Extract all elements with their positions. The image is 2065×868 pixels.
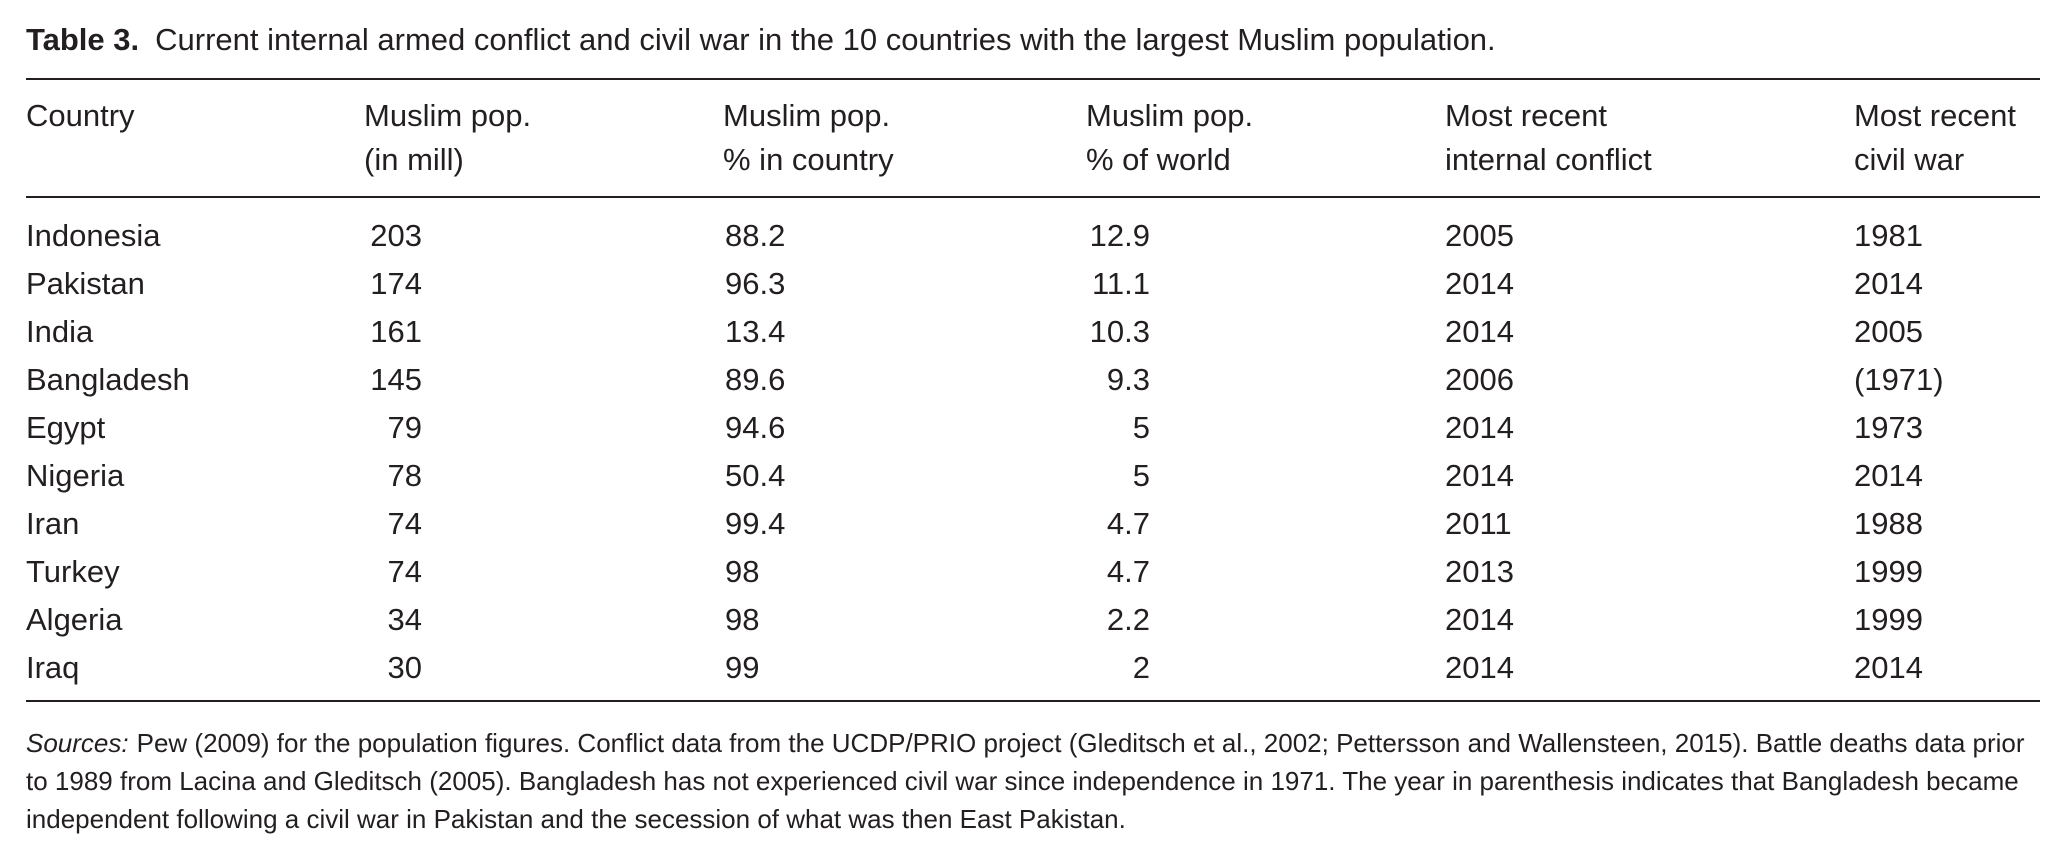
cell-pct-country: 13.4 [725,314,786,349]
cell-pct-country: 98 [725,602,760,637]
cell-civil-war: 1999 [1854,602,1923,637]
cell-internal-conflict: 2014 [1445,602,1514,637]
cell-pct-world: 2 [1132,650,1150,685]
cell-country: Nigeria [26,458,125,493]
table-row: Algeria 34 98 2.2 2014 1999 [0,596,2065,644]
cell-pct-world: 5 [1132,458,1150,493]
header-muslim-pop-mill: Muslim pop. (in mill) [364,94,531,182]
table-row: Indonesia 203 88.2 12.9 2005 1981 [0,212,2065,260]
cell-pop-mill: 174 [370,266,422,301]
cell-civil-war: 1999 [1854,554,1923,589]
cell-country: Turkey [26,554,120,589]
cell-pct-world: 11.1 [1091,266,1150,301]
table-row: Turkey 74 98 4.7 2013 1999 [0,548,2065,596]
cell-pct-world: 10.3 [1089,314,1150,349]
cell-civil-war: 1988 [1854,506,1923,541]
cell-civil-war: 2014 [1854,458,1923,493]
cell-pct-world: 4.7 [1106,554,1150,589]
cell-civil-war: 2005 [1854,314,1923,349]
table-row: Bangladesh 145 89.6 9.3 2006 (1971) [0,356,2065,404]
cell-pct-world: 12.9 [1089,218,1150,253]
cell-internal-conflict: 2014 [1445,458,1514,493]
cell-pop-mill: 30 [387,650,422,685]
cell-internal-conflict: 2005 [1445,218,1514,253]
cell-pct-world: 2.2 [1106,602,1150,637]
cell-internal-conflict: 2006 [1445,362,1514,397]
table-bottom-rule [26,700,2040,702]
header-civil-war: Most recent civil war [1854,94,2016,182]
table-top-rule [26,78,2040,80]
cell-pct-country: 99 [725,650,760,685]
table-caption: Table 3. Current internal armed conflict … [26,14,1496,66]
cell-country: Egypt [26,410,106,445]
cell-pct-country: 50.4 [725,458,786,493]
cell-pop-mill: 74 [387,554,422,589]
cell-country: Indonesia [26,218,161,253]
table-title: Current internal armed conflict and civi… [155,22,1496,57]
cell-pop-mill: 78 [387,458,422,493]
sources-text: Pew (2009) for the population figures. C… [26,728,2025,834]
header-country: Country [26,94,135,138]
cell-internal-conflict: 2013 [1445,554,1514,589]
cell-pct-world: 5 [1132,410,1150,445]
cell-pop-mill: 79 [387,410,422,445]
sources-label: Sources: [26,728,129,758]
cell-internal-conflict: 2014 [1445,314,1514,349]
header-line: % in country [723,142,894,177]
table-number: Table 3. [26,22,140,57]
cell-civil-war: 2014 [1854,266,1923,301]
cell-country: Iran [26,506,80,541]
table-row: Pakistan 174 96.3 11.1 2014 2014 [0,260,2065,308]
cell-pop-mill: 161 [370,314,422,349]
cell-pct-country: 94.6 [725,410,786,445]
header-rule [26,196,2040,198]
cell-pct-country: 88.2 [725,218,786,253]
cell-internal-conflict: 2014 [1445,410,1514,445]
cell-pct-country: 96.3 [725,266,786,301]
cell-pct-country: 99.4 [725,506,786,541]
cell-pop-mill: 145 [370,362,422,397]
table-notes: Sources: Pew (2009) for the population fi… [26,724,2040,838]
cell-internal-conflict: 2011 [1445,506,1512,541]
header-line: % of world [1086,142,1231,177]
header-muslim-pct-world: Muslim pop. % of world [1086,94,1253,182]
cell-civil-war: 2014 [1854,650,1923,685]
table-row: Iran 74 99.4 4.7 2011 1988 [0,500,2065,548]
header-line: (in mill) [364,142,464,177]
cell-pct-country: 98 [725,554,760,589]
cell-country: India [26,314,94,349]
header-line: civil war [1854,142,1965,177]
header-line: Muslim pop. [723,98,891,133]
cell-civil-war: (1971) [1854,362,1944,397]
cell-pct-country: 89.6 [725,362,786,397]
table-row: Nigeria 78 50.4 5 2014 2014 [0,452,2065,500]
cell-pct-world: 9.3 [1106,362,1150,397]
cell-pop-mill: 34 [387,602,422,637]
cell-civil-war: 1973 [1854,410,1923,445]
cell-country: Algeria [26,602,123,637]
cell-country: Pakistan [26,266,145,301]
header-line: internal conflict [1445,142,1652,177]
cell-pop-mill: 203 [370,218,422,253]
header-line: Country [26,98,135,133]
cell-internal-conflict: 2014 [1445,650,1514,685]
header-line: Most recent [1445,98,1607,133]
header-line: Most recent [1854,98,2016,133]
table-row: Egypt 79 94.6 5 2014 1973 [0,404,2065,452]
cell-country: Bangladesh [26,362,190,397]
header-internal-conflict: Most recent internal conflict [1445,94,1652,182]
cell-internal-conflict: 2014 [1445,266,1514,301]
header-line: Muslim pop. [364,98,532,133]
header-muslim-pct-country: Muslim pop. % in country [723,94,894,182]
cell-pct-world: 4.7 [1106,506,1150,541]
header-line: Muslim pop. [1086,98,1254,133]
cell-civil-war: 1981 [1854,218,1923,253]
cell-pop-mill: 74 [387,506,422,541]
table-row: India 161 13.4 10.3 2014 2005 [0,308,2065,356]
cell-country: Iraq [26,650,80,685]
table-row: Iraq 30 99 2 2014 2014 [0,644,2065,692]
